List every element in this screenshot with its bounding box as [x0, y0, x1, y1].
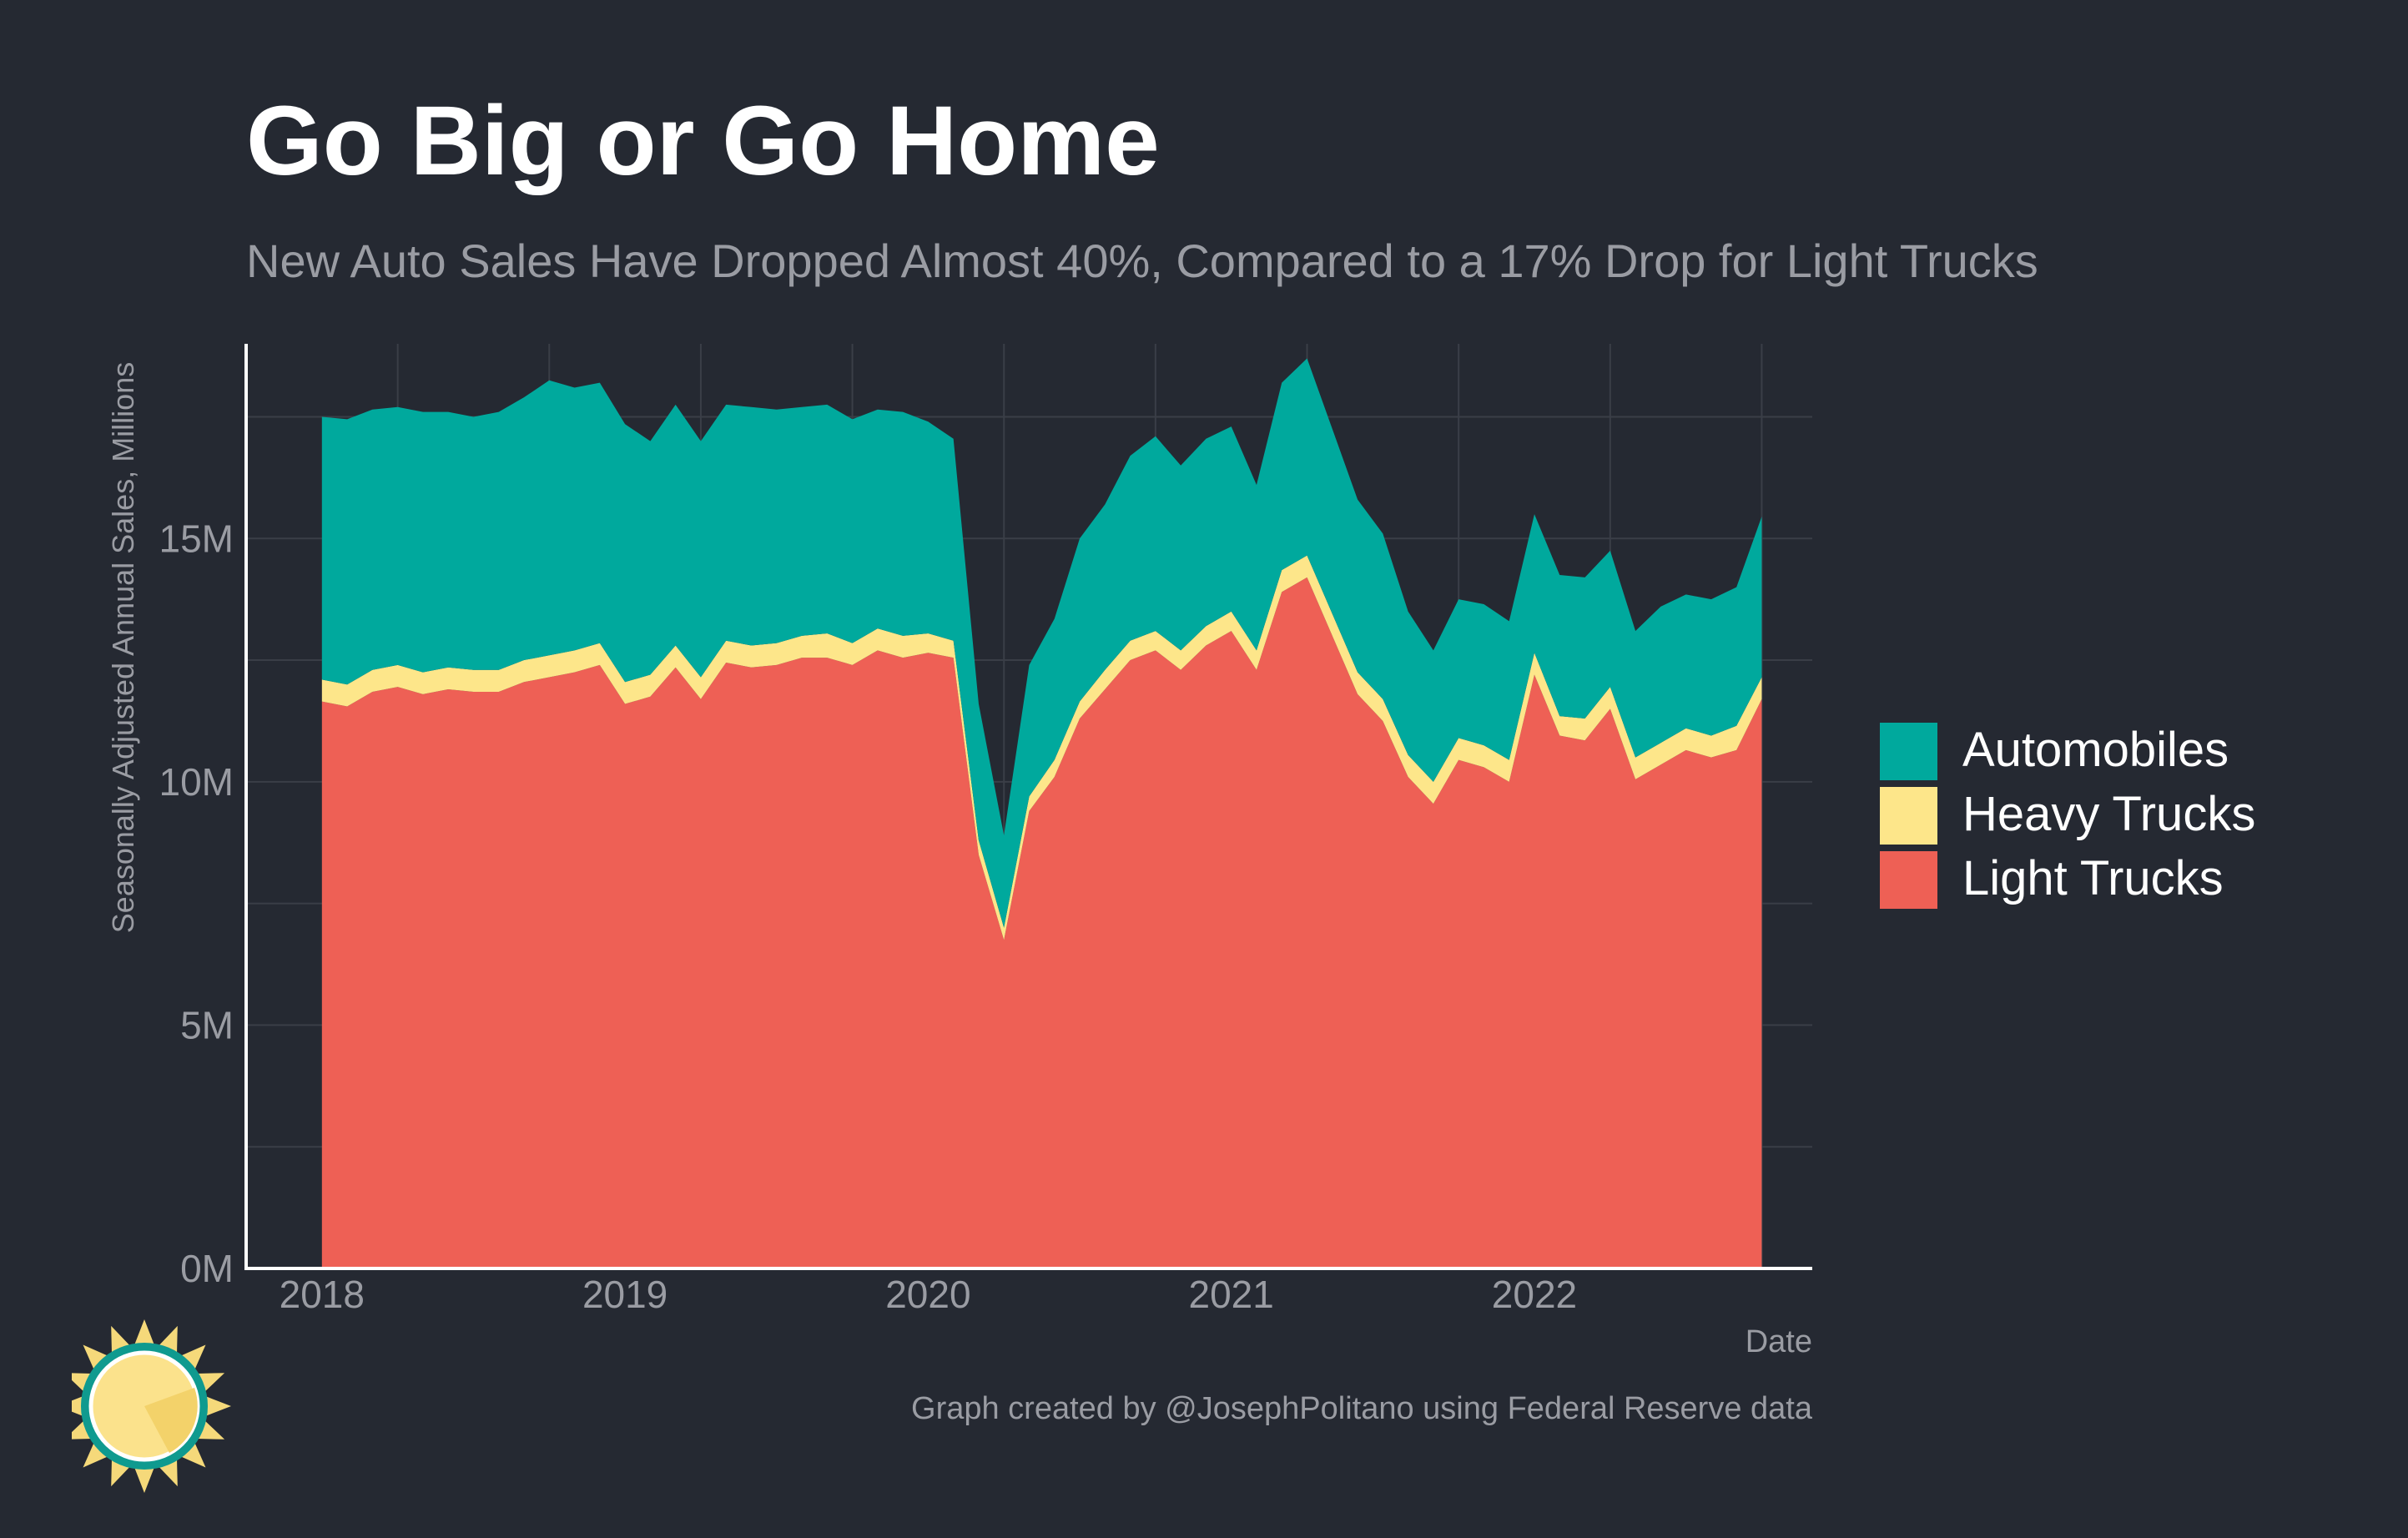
- area-heavy-trucks: [321, 555, 1762, 940]
- legend-label: Heavy Trucks: [1962, 787, 2255, 841]
- legend: Automobiles Heavy Trucks Light Trucks: [1880, 723, 2255, 909]
- y-tick-labels: 0M 5M 10M 15M: [159, 517, 234, 1290]
- axes: [244, 344, 1812, 1270]
- area-light-trucks: [321, 577, 1762, 1268]
- sun-logo-icon: [72, 1319, 231, 1493]
- sun-shade: [144, 1388, 198, 1453]
- y-tick-label: 15M: [159, 517, 234, 560]
- y-tick-label: 5M: [180, 1003, 234, 1046]
- x-axis-label: Date: [1746, 1324, 1812, 1359]
- y-axis-label: Seasonally Adjusted Annual Sales, Millio…: [106, 362, 140, 933]
- area-series: [321, 358, 1762, 1268]
- legend-label: Automobiles: [1962, 723, 2229, 777]
- x-tick-label: 2022: [1492, 1273, 1577, 1316]
- chart-subtitle: New Auto Sales Have Dropped Almost 40%, …: [246, 234, 2038, 287]
- x-tick-label: 2020: [885, 1273, 970, 1316]
- x-tick-label: 2021: [1189, 1273, 1274, 1316]
- area-automobiles: [321, 358, 1762, 928]
- legend-swatch-heavy-trucks: [1880, 787, 1937, 845]
- legend-swatch-light-trucks: [1880, 851, 1937, 909]
- legend-swatch-automobiles: [1880, 723, 1937, 780]
- x-tick-label: 2018: [280, 1273, 365, 1316]
- y-tick-label: 0M: [180, 1247, 234, 1290]
- x-tick-labels: 2018 2019 2020 2021 2022: [280, 1273, 1578, 1316]
- y-tick-label: 10M: [159, 760, 234, 804]
- chart-title: Go Big or Go Home: [246, 86, 1160, 196]
- legend-label: Light Trucks: [1962, 851, 2224, 905]
- x-tick-label: 2019: [582, 1273, 667, 1316]
- source-caption: Graph created by @JosephPolitano using F…: [911, 1391, 1813, 1426]
